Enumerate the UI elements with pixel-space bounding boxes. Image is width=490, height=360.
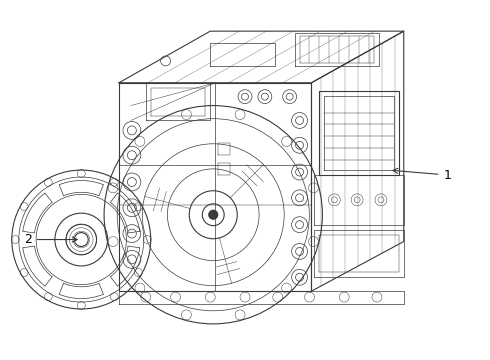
Text: 1: 1 [393, 168, 451, 181]
Circle shape [209, 210, 218, 219]
Text: 2: 2 [24, 233, 77, 246]
